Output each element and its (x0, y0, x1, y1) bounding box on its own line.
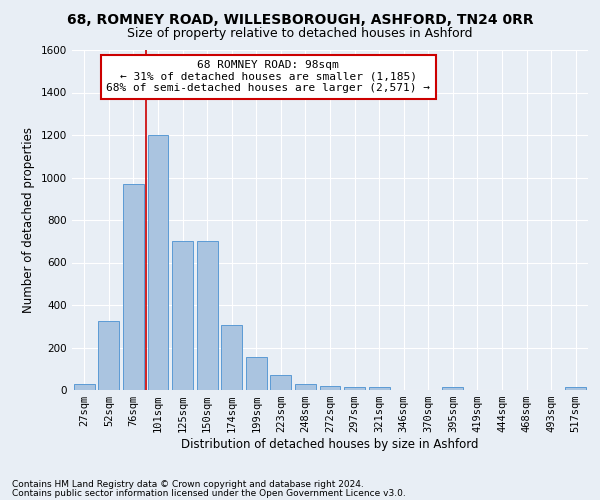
Text: Contains public sector information licensed under the Open Government Licence v3: Contains public sector information licen… (12, 488, 406, 498)
Text: 68 ROMNEY ROAD: 98sqm
← 31% of detached houses are smaller (1,185)
68% of semi-d: 68 ROMNEY ROAD: 98sqm ← 31% of detached … (106, 60, 430, 94)
Bar (74, 384, 95, 390)
Bar (123, 184, 144, 390)
Bar (98, 321, 119, 390)
Text: 68, ROMNEY ROAD, WILLESBOROUGH, ASHFORD, TN24 0RR: 68, ROMNEY ROAD, WILLESBOROUGH, ASHFORD,… (67, 12, 533, 26)
Bar (295, 384, 316, 390)
Bar (148, 135, 169, 390)
Bar (271, 375, 292, 390)
Text: Contains HM Land Registry data © Crown copyright and database right 2024.: Contains HM Land Registry data © Crown c… (12, 480, 364, 489)
Bar (320, 386, 340, 390)
Bar (197, 242, 218, 390)
Bar (368, 387, 389, 390)
Bar (344, 387, 365, 390)
Bar (221, 325, 242, 390)
Bar (442, 387, 463, 390)
X-axis label: Distribution of detached houses by size in Ashford: Distribution of detached houses by size … (181, 438, 479, 451)
Y-axis label: Number of detached properties: Number of detached properties (22, 127, 35, 313)
Text: Size of property relative to detached houses in Ashford: Size of property relative to detached ho… (127, 28, 473, 40)
Bar (172, 242, 193, 390)
Bar (246, 357, 267, 390)
Bar (565, 387, 586, 390)
